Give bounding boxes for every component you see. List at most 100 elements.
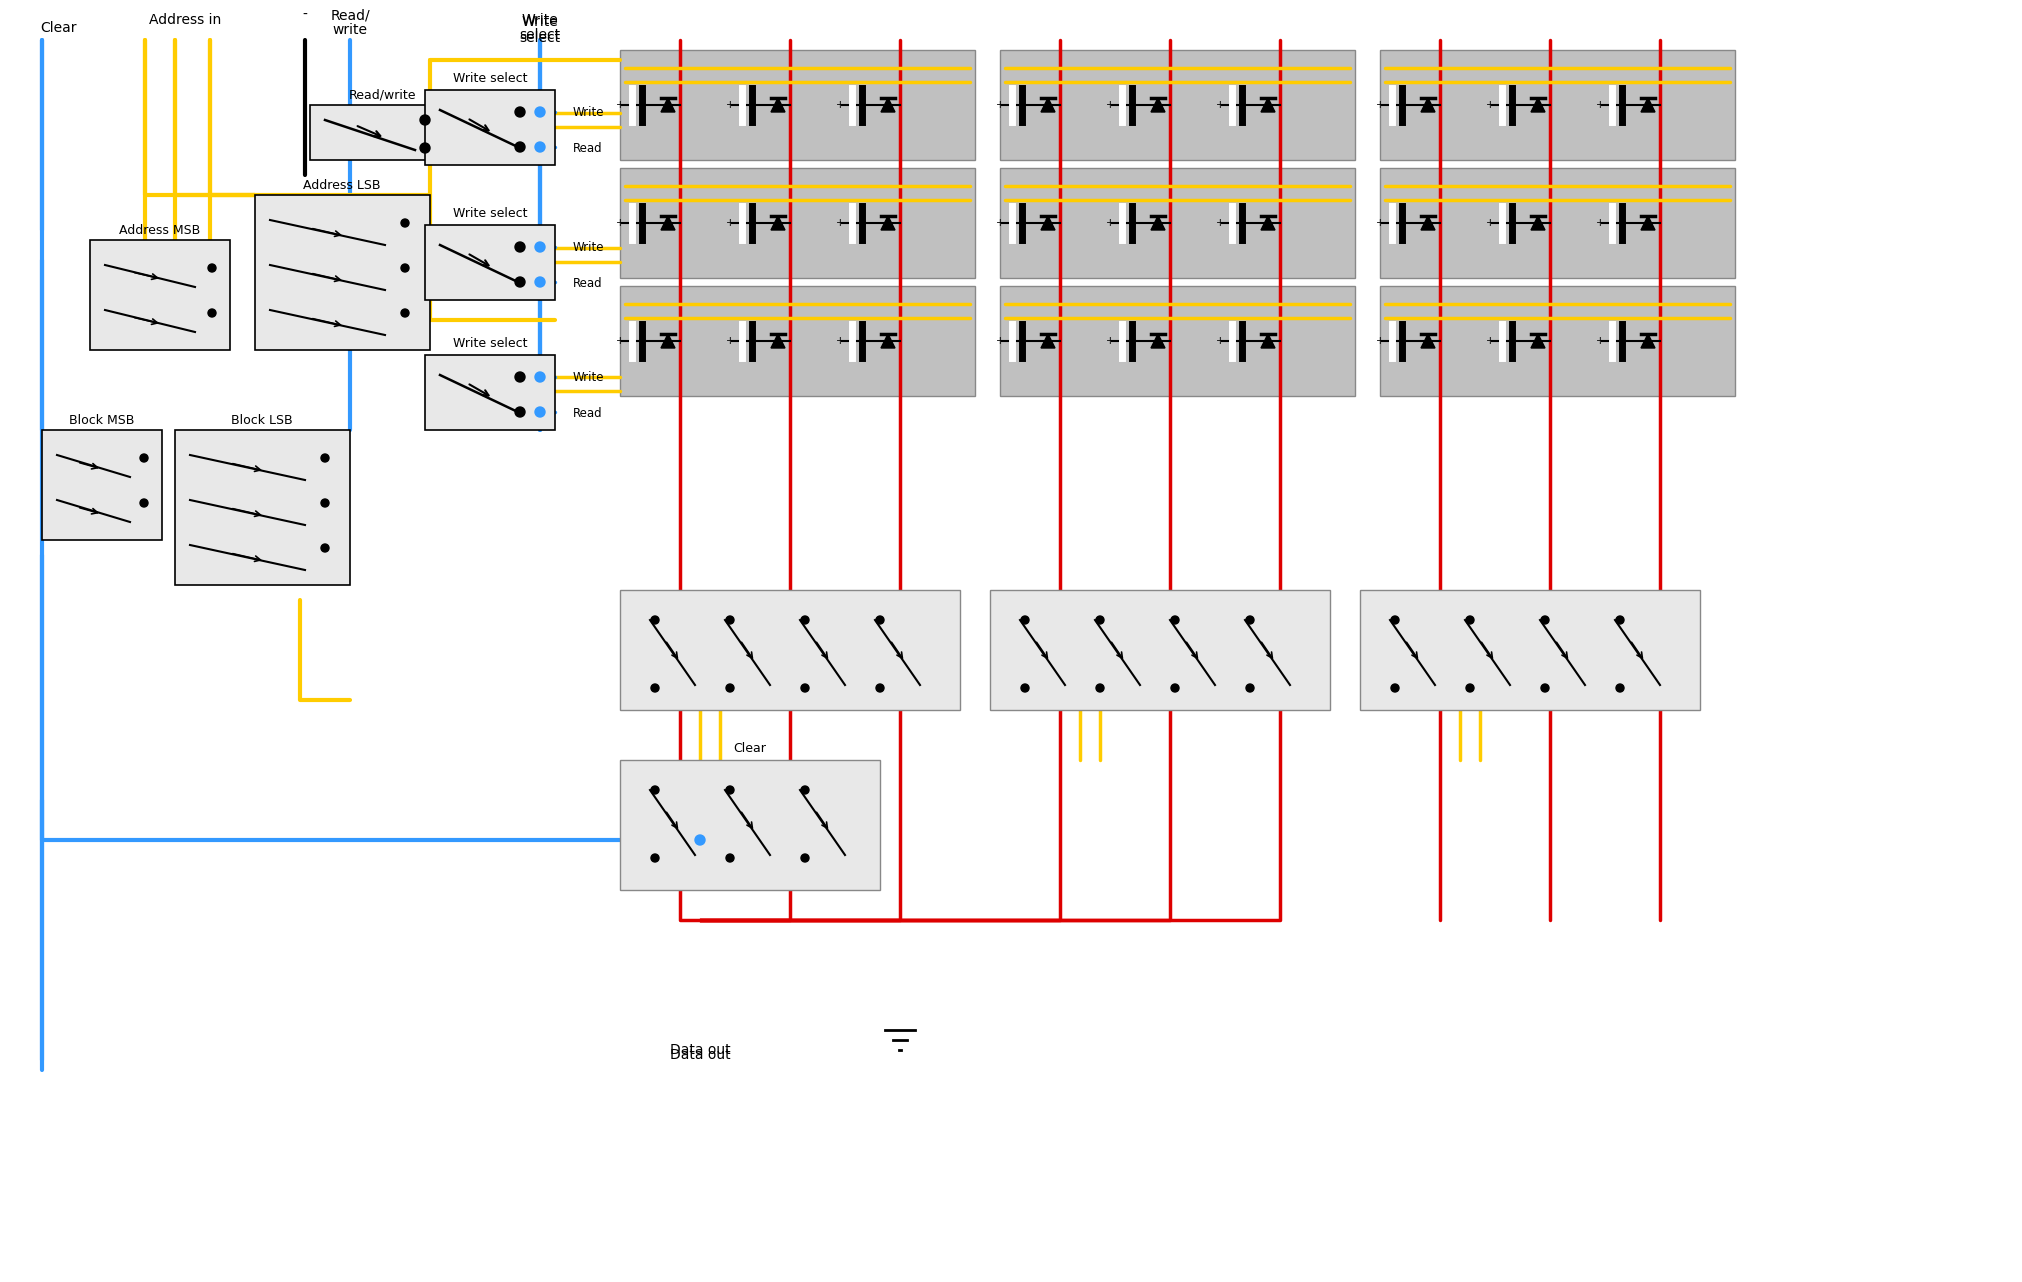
Circle shape <box>516 372 526 382</box>
Circle shape <box>208 264 216 272</box>
Polygon shape <box>1421 215 1436 229</box>
Circle shape <box>536 406 546 417</box>
Text: Block LSB: Block LSB <box>231 414 293 427</box>
Circle shape <box>876 685 884 692</box>
Text: Address in: Address in <box>150 13 220 27</box>
Bar <box>1379 168 1735 278</box>
Circle shape <box>726 615 734 624</box>
Circle shape <box>1096 685 1104 692</box>
Text: +: + <box>1106 336 1114 346</box>
Text: +: + <box>835 336 845 346</box>
Text: Data out: Data out <box>669 1044 730 1056</box>
Polygon shape <box>661 97 675 112</box>
Bar <box>1361 590 1701 710</box>
Circle shape <box>876 615 884 624</box>
Bar <box>621 760 880 890</box>
Bar <box>255 195 431 350</box>
Text: +: + <box>835 218 845 228</box>
Text: +: + <box>1215 336 1223 346</box>
Circle shape <box>1021 685 1029 692</box>
Bar <box>621 50 975 160</box>
Circle shape <box>516 142 526 153</box>
Text: +: + <box>1106 100 1114 110</box>
Text: select: select <box>520 28 560 42</box>
Polygon shape <box>661 215 675 229</box>
Circle shape <box>400 309 408 317</box>
Text: +: + <box>615 218 625 228</box>
Circle shape <box>140 454 148 462</box>
Bar <box>309 105 455 160</box>
Bar <box>425 226 554 300</box>
Circle shape <box>1171 615 1179 624</box>
Polygon shape <box>1531 335 1545 347</box>
Text: Block MSB: Block MSB <box>69 414 135 427</box>
Text: Read/: Read/ <box>330 8 370 22</box>
Text: Read/write: Read/write <box>348 88 417 101</box>
Polygon shape <box>1421 335 1436 347</box>
Polygon shape <box>770 97 785 112</box>
Polygon shape <box>1041 97 1055 112</box>
Bar <box>1379 286 1735 396</box>
Circle shape <box>208 309 216 317</box>
Bar <box>621 590 960 710</box>
Circle shape <box>1391 615 1399 624</box>
Circle shape <box>651 854 659 862</box>
Circle shape <box>726 786 734 794</box>
Circle shape <box>536 106 546 117</box>
Polygon shape <box>1642 335 1654 347</box>
Circle shape <box>140 499 148 506</box>
Text: Read: Read <box>572 141 603 155</box>
Circle shape <box>516 406 526 417</box>
Text: +: + <box>726 336 734 346</box>
Text: Address MSB: Address MSB <box>119 223 200 236</box>
Circle shape <box>536 142 546 153</box>
Circle shape <box>1246 615 1254 624</box>
Circle shape <box>321 499 330 506</box>
Text: Write select: Write select <box>453 72 528 85</box>
Text: +: + <box>1106 218 1114 228</box>
Bar <box>621 168 975 278</box>
Text: Write: Write <box>522 15 558 29</box>
Circle shape <box>421 115 431 126</box>
Bar <box>91 240 231 350</box>
Circle shape <box>516 277 526 287</box>
Circle shape <box>1466 615 1474 624</box>
Text: Write select: Write select <box>453 206 528 219</box>
Polygon shape <box>1531 97 1545 112</box>
Text: +: + <box>1215 218 1223 228</box>
Polygon shape <box>882 97 896 112</box>
Circle shape <box>536 242 546 253</box>
Circle shape <box>321 544 330 553</box>
Polygon shape <box>1262 97 1276 112</box>
Circle shape <box>801 786 809 794</box>
Bar <box>1001 286 1355 396</box>
Text: +: + <box>1375 336 1385 346</box>
Text: +: + <box>615 100 625 110</box>
Circle shape <box>400 219 408 227</box>
Circle shape <box>1616 615 1624 624</box>
Text: +: + <box>1215 100 1223 110</box>
Circle shape <box>400 264 408 272</box>
Text: Read: Read <box>572 277 603 290</box>
Polygon shape <box>1041 215 1055 229</box>
Circle shape <box>1466 685 1474 692</box>
Bar <box>42 429 162 540</box>
Circle shape <box>696 835 706 845</box>
Circle shape <box>651 685 659 692</box>
Bar <box>425 355 554 429</box>
Bar <box>1001 50 1355 160</box>
Circle shape <box>651 615 659 624</box>
Circle shape <box>1246 685 1254 692</box>
Text: +: + <box>615 336 625 346</box>
Polygon shape <box>1151 97 1165 112</box>
Text: +: + <box>726 100 734 110</box>
Circle shape <box>1391 685 1399 692</box>
Text: select: select <box>520 31 560 45</box>
Circle shape <box>536 277 546 287</box>
Text: +: + <box>1595 100 1603 110</box>
Text: +: + <box>1595 336 1603 346</box>
Circle shape <box>321 454 330 462</box>
Text: -: - <box>303 8 307 22</box>
Circle shape <box>1541 685 1549 692</box>
Circle shape <box>536 372 546 382</box>
